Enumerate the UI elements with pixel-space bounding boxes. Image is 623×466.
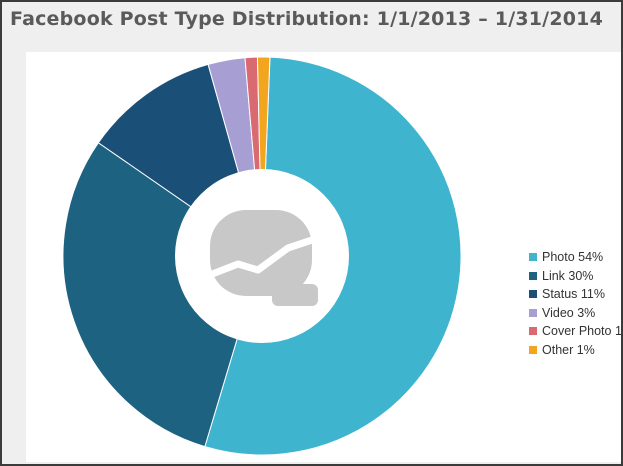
page-title: Facebook Post Type Distribution: 1/1/201… (10, 8, 603, 30)
legend-item-status[interactable]: Status 11% (529, 285, 623, 304)
chart-logo-icon (200, 210, 326, 306)
chart-legend: Photo 54% Link 30% Status 11% Video 3% Cover… (529, 248, 623, 359)
legend-item-photo[interactable]: Photo 54% (529, 248, 623, 267)
legend-label: Video 3% (542, 305, 596, 320)
legend-swatch (529, 290, 537, 299)
donut-chart (62, 56, 462, 456)
legend-item-link[interactable]: Link 30% (529, 267, 623, 286)
slice-link[interactable] (62, 142, 263, 448)
chart-card: Photo 54% Link 30% Status 11% Video 3% Cover… (26, 52, 623, 462)
legend-item-video[interactable]: Video 3% (529, 304, 623, 323)
legend-item-cover-photo[interactable]: Cover Photo 1% (529, 322, 623, 341)
legend-swatch (529, 308, 537, 317)
legend-label: Link 30% (542, 268, 594, 283)
legend-swatch (529, 327, 537, 336)
legend-label: Photo 54% (542, 250, 604, 265)
legend-swatch (529, 345, 537, 354)
slice-other[interactable] (256, 56, 271, 257)
legend-item-other[interactable]: Other 1% (529, 341, 623, 360)
legend-swatch (529, 271, 537, 280)
legend-label: Cover Photo 1% (542, 324, 623, 339)
legend-swatch (529, 253, 537, 262)
legend-label: Status 11% (542, 287, 606, 302)
legend-label: Other 1% (542, 342, 595, 357)
